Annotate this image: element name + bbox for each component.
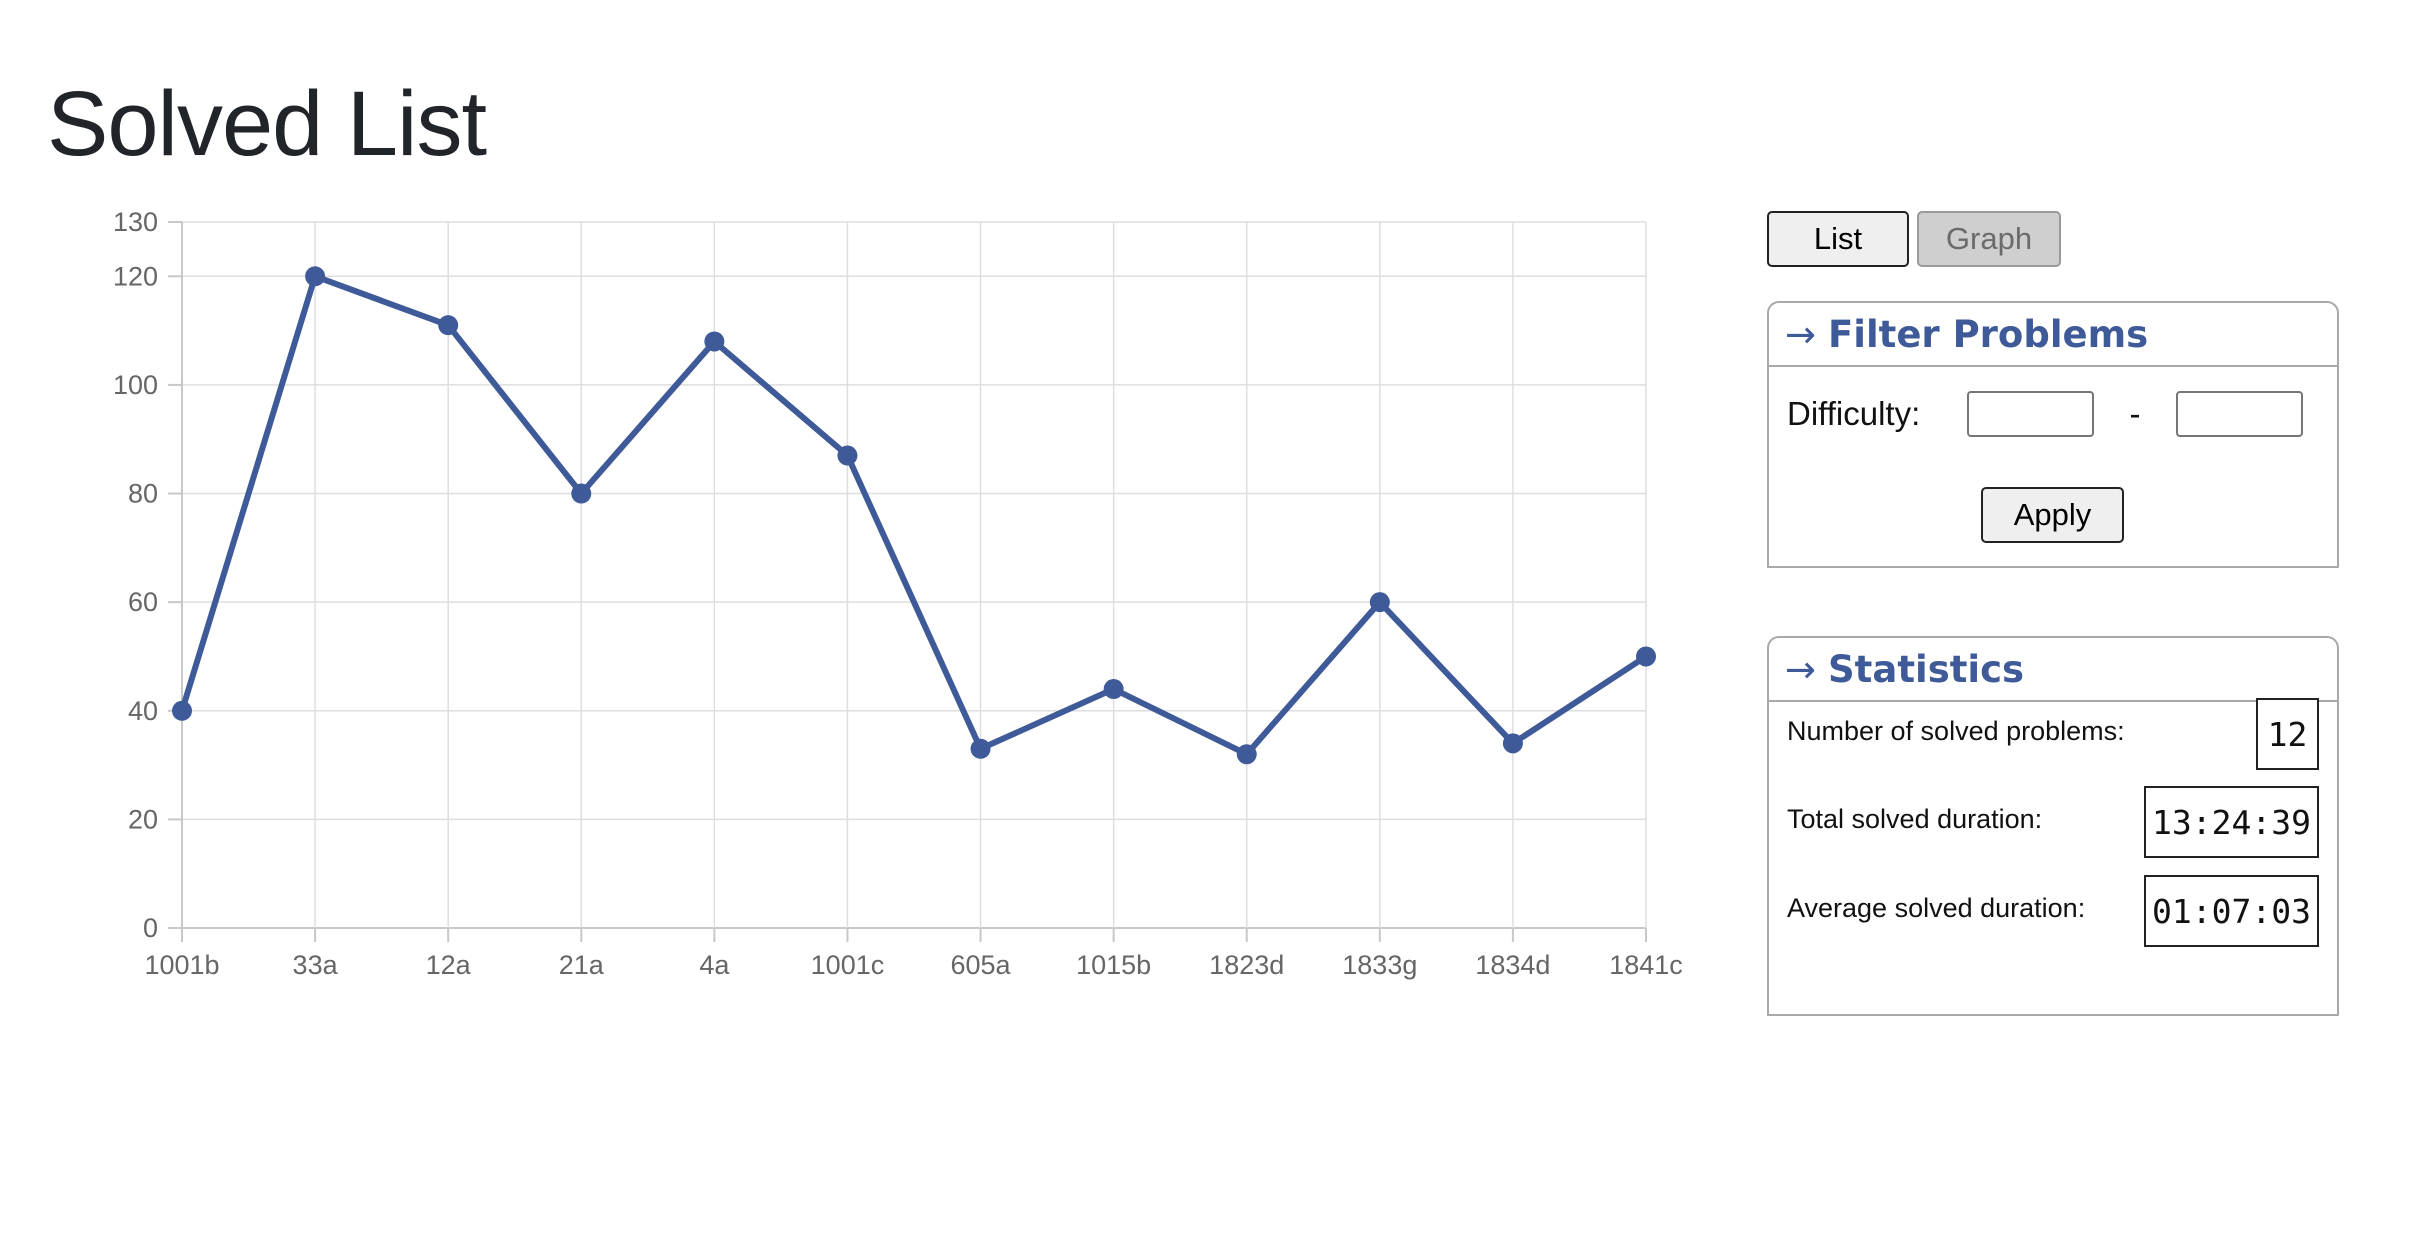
data-point (571, 483, 592, 504)
solved-chart: 0 20 40 60 80 100 120 130 1001b 33a 12a 21a 4a 1001c 6… (0, 190, 1700, 1010)
x-tick-label: 33a (293, 950, 339, 980)
x-tick-label: 12a (426, 950, 472, 980)
x-tick-label: 1001b (144, 950, 219, 980)
difficulty-label: Difficulty: (1787, 395, 1921, 432)
x-tick-label: 4a (699, 950, 730, 980)
arrow-right-icon: → (1785, 312, 1817, 356)
x-tick-label: 1833g (1342, 950, 1417, 980)
y-tick-label: 130 (113, 207, 158, 237)
data-point (1369, 592, 1390, 613)
data-point (970, 738, 991, 759)
y-tick-label: 20 (128, 804, 158, 834)
difficulty-max-input[interactable] (2176, 391, 2303, 437)
series-line (179, 273, 1649, 758)
data-point (438, 315, 459, 336)
data-point (305, 266, 326, 287)
data-point (837, 445, 858, 466)
apply-filter-button[interactable]: Apply (1981, 487, 2124, 543)
y-tick-label: 60 (128, 587, 158, 617)
statistics-panel-title: Statistics (1828, 647, 2025, 691)
x-tick-label: 1001c (811, 950, 885, 980)
y-tick-label: 0 (143, 913, 158, 943)
view-toggle: List Graph (1767, 211, 2061, 267)
range-separator: - (2129, 395, 2141, 432)
x-tick-label: 1823d (1209, 950, 1284, 980)
data-point (172, 700, 192, 721)
difficulty-filter-row: Difficulty: - (1787, 391, 2303, 437)
x-tick-label: 1834d (1475, 950, 1550, 980)
total-duration-label: Total solved duration: (1787, 804, 2043, 834)
data-point (1236, 744, 1257, 765)
x-tick-label: 1841c (1609, 950, 1683, 980)
filter-panel-header[interactable]: → Filter Problems (1769, 303, 2337, 367)
arrow-right-icon: → (1785, 647, 1817, 691)
average-duration-label: Average solved duration: (1787, 893, 2086, 923)
data-point (704, 331, 725, 352)
statistics-panel-header[interactable]: → Statistics (1769, 638, 2337, 702)
filter-panel-title: Filter Problems (1828, 312, 2149, 356)
y-tick-label: 40 (128, 696, 158, 726)
solved-count-value: 12 (2256, 698, 2319, 770)
solved-count-label: Number of solved problems: (1787, 716, 2125, 746)
x-tick-label: 21a (559, 950, 605, 980)
y-tick-label: 100 (113, 370, 158, 400)
x-tick-label: 1015b (1076, 950, 1151, 980)
difficulty-min-input[interactable] (1967, 391, 2094, 437)
filter-panel: → Filter Problems Difficulty: - Apply (1767, 301, 2339, 568)
solved-line-chart: 0 20 40 60 80 100 120 130 1001b 33a 12a 21a 4a 1001c 6… (113, 207, 1683, 980)
y-tick-label: 80 (128, 479, 158, 509)
data-point (1636, 646, 1656, 667)
graph-view-button[interactable]: Graph (1917, 211, 2061, 267)
y-tick-label: 120 (113, 261, 158, 291)
page-title: Solved List (47, 73, 487, 175)
list-view-button[interactable]: List (1767, 211, 1909, 267)
total-duration-value: 13:24:39 (2144, 786, 2319, 858)
data-point (1103, 679, 1124, 700)
average-duration-value: 01:07:03 (2144, 875, 2319, 947)
statistics-panel: → Statistics Number of solved problems: … (1767, 636, 2339, 1016)
x-tick-label: 605a (951, 950, 1012, 980)
data-point (1502, 733, 1523, 754)
